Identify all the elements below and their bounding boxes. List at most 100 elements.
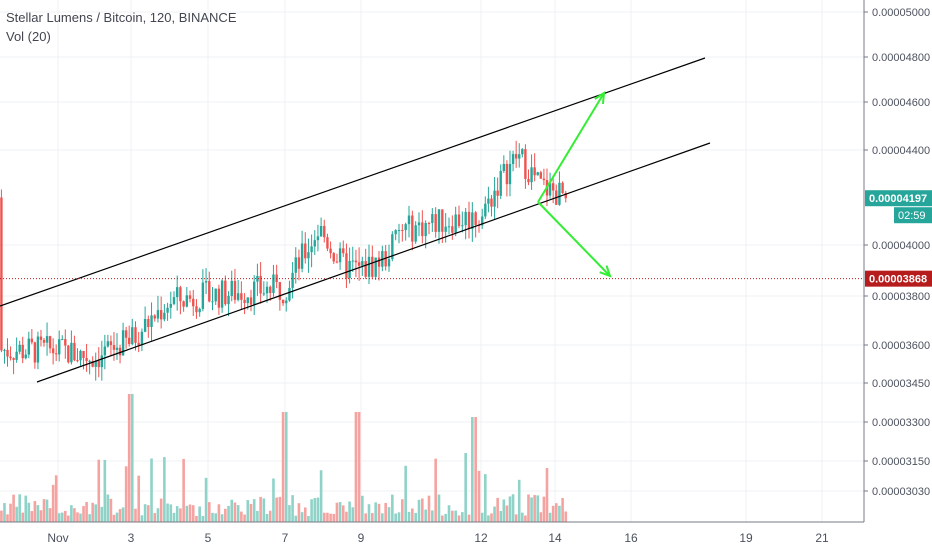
candle-body <box>291 272 294 288</box>
candle-body <box>201 282 205 309</box>
candle-body <box>103 346 107 356</box>
candle-body <box>192 298 195 307</box>
candle-body <box>18 344 21 352</box>
candle-body <box>48 336 52 349</box>
volume-bar <box>561 497 564 522</box>
volume-bar <box>121 507 125 522</box>
volume-bar <box>214 513 217 522</box>
candle-body <box>484 203 487 217</box>
candle-body <box>156 310 160 319</box>
volume-bar <box>243 514 246 522</box>
volume-bar <box>288 505 291 522</box>
candle-body <box>124 330 128 338</box>
candle-body <box>548 183 552 196</box>
candle-body <box>64 339 67 346</box>
candle-body <box>85 357 88 361</box>
candle-body <box>527 178 530 183</box>
candle-body <box>342 248 345 254</box>
volume-bar <box>201 515 205 522</box>
candle-body <box>371 256 374 277</box>
volume-bar <box>329 513 332 522</box>
volume-bar <box>484 474 487 522</box>
candle-body <box>367 256 371 277</box>
candle-body <box>137 342 140 346</box>
volume-bar <box>551 505 555 522</box>
candle-body <box>530 167 533 183</box>
volume-bar <box>150 458 153 522</box>
volume-bar <box>127 394 131 522</box>
volume-bar <box>464 453 467 522</box>
volume-bar <box>262 498 266 522</box>
candle-body <box>195 306 198 313</box>
volume-bar <box>511 494 515 522</box>
volume-bar <box>437 494 441 522</box>
volume-bar <box>220 514 224 522</box>
volume-bar <box>499 511 503 522</box>
volume-bar <box>502 499 506 522</box>
candle-body <box>153 315 156 319</box>
volume-bar <box>191 505 195 522</box>
volume-bar <box>404 465 407 522</box>
volume-bar <box>109 498 113 522</box>
candle-body <box>182 301 185 307</box>
candle-body <box>163 312 166 320</box>
volume-indicator-label[interactable]: Vol (20) <box>6 29 51 44</box>
volume-bar <box>0 510 3 522</box>
volume-bars <box>0 394 568 522</box>
candle-body <box>281 299 285 304</box>
candle-body <box>45 336 49 343</box>
volume-bar <box>224 508 227 522</box>
volume-bar <box>322 512 326 522</box>
candle-body <box>394 230 397 235</box>
volume-bar <box>112 514 116 522</box>
candle-body <box>437 209 441 232</box>
candle-body <box>521 149 524 155</box>
drawings[interactable] <box>0 57 864 383</box>
volume-bar <box>252 499 256 522</box>
candle-body <box>24 354 27 359</box>
volume-bar <box>542 496 546 522</box>
volume-bar <box>487 515 490 522</box>
volume-bar <box>82 506 85 522</box>
candle-body <box>564 193 567 199</box>
candle-body <box>316 236 320 241</box>
candle-body <box>444 226 447 232</box>
candle-body <box>262 293 266 295</box>
candle-body <box>417 222 421 226</box>
candle-body <box>404 224 407 231</box>
volume-bar <box>524 515 527 522</box>
volume-bar <box>297 503 301 522</box>
candle-body <box>323 226 326 238</box>
candle-body <box>9 356 12 359</box>
countdown-label <box>894 207 932 224</box>
volume-bar <box>471 417 474 522</box>
candle-body <box>185 295 189 307</box>
candle-body <box>42 339 46 343</box>
volume-bar <box>313 498 317 522</box>
symbol-title[interactable]: Stellar Lumens / Bitcoin, 120, BINANCE <box>6 10 237 25</box>
candle-body <box>294 257 297 273</box>
candle-body <box>285 300 288 304</box>
candle-body <box>502 163 506 171</box>
volume-bar <box>326 512 329 522</box>
candle-body <box>351 260 354 262</box>
volume-bar <box>431 510 434 522</box>
candle-body <box>357 262 361 266</box>
volume-bar <box>427 495 431 522</box>
candle-body <box>143 319 147 332</box>
candle-body <box>176 287 179 298</box>
candle-body <box>361 261 364 266</box>
candle-body <box>94 360 97 367</box>
candle-body <box>387 259 391 267</box>
volume-bar <box>21 512 25 522</box>
candle-body <box>481 216 484 226</box>
last-price-label <box>865 190 932 207</box>
last-price-label-text: 0.00004197 <box>869 193 927 205</box>
volume-bar <box>134 508 137 522</box>
candles <box>0 140 567 381</box>
candle-body <box>496 190 499 196</box>
candle-body <box>88 360 91 362</box>
candle-body <box>511 154 515 165</box>
